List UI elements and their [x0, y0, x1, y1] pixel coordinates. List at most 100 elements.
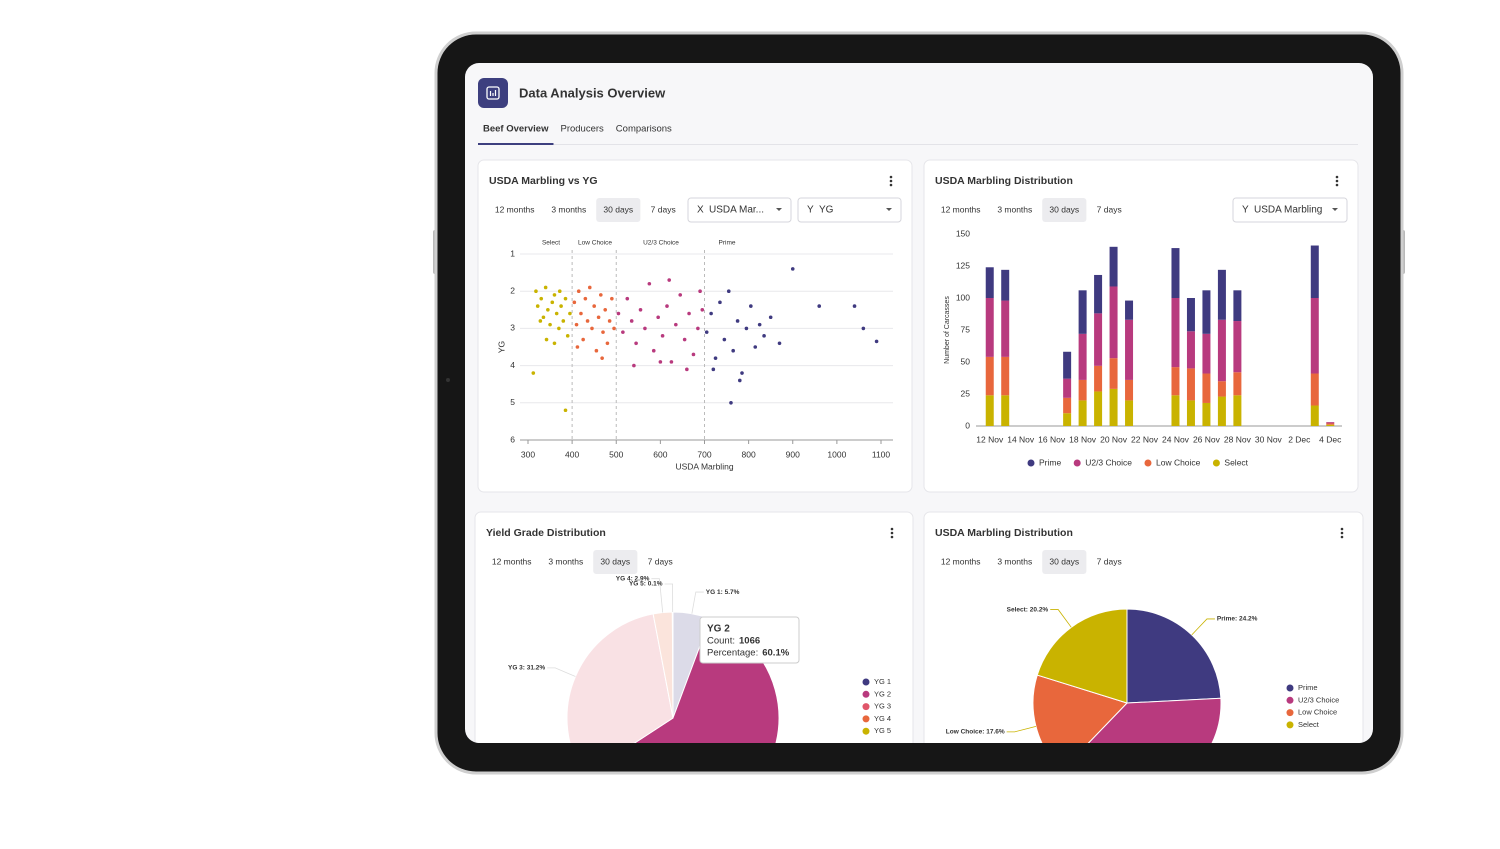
slice-label: YG 4: 2.9%: [616, 575, 650, 582]
menu-dot[interactable]: [1335, 175, 1339, 179]
scatter-point: [674, 322, 678, 327]
scatter-point: [691, 352, 696, 357]
dropdown-caret: [776, 208, 782, 211]
range-button-bg[interactable]: [596, 198, 641, 222]
label-leader: [651, 578, 664, 613]
bar-segment: [1202, 333, 1211, 374]
range-button[interactable]: 7 days: [651, 204, 676, 214]
scatter-point: [638, 308, 643, 312]
scatter-point: [543, 285, 548, 290]
scatter-point: [768, 315, 773, 320]
scatter-point: [596, 315, 601, 320]
scatter-point: [625, 296, 630, 301]
dropdown[interactable]: [797, 197, 902, 223]
scatter-point: [713, 356, 718, 360]
tab[interactable]: Comparisons: [616, 124, 672, 135]
range-button[interactable]: 12 months: [941, 556, 981, 566]
menu-dot[interactable]: [1340, 531, 1344, 535]
x-tick-label: 600: [653, 449, 667, 459]
legend-label: Select: [1224, 457, 1248, 467]
x-tick-label: 800: [742, 449, 756, 459]
legend-swatch: [862, 690, 870, 698]
legend-swatch: [1027, 459, 1035, 467]
menu-dot[interactable]: [889, 175, 893, 179]
scatter-point: [546, 308, 550, 312]
scatter-point: [753, 345, 758, 349]
range-button[interactable]: 12 months: [495, 204, 535, 214]
x-tick-label: 18 Nov: [1069, 434, 1097, 444]
tab[interactable]: Beef Overview: [483, 124, 549, 135]
range-button[interactable]: 30 days: [1049, 204, 1079, 214]
range-button[interactable]: 3 months: [997, 204, 1032, 214]
x-tick-label: 24 Nov: [1162, 434, 1190, 444]
y-tick-label: 150: [956, 228, 970, 238]
scatter-point: [599, 293, 603, 297]
range-button[interactable]: 3 months: [551, 204, 586, 214]
scatter-point: [629, 319, 634, 323]
bar-segment: [1094, 391, 1103, 426]
bar-segment: [1217, 319, 1226, 382]
x-tick-label: 28 Nov: [1224, 434, 1252, 444]
x-axis-label: USDA Marbling: [675, 461, 733, 471]
card-title: USDA Marbling Distribution: [935, 527, 1073, 539]
range-button[interactable]: 12 months: [492, 556, 532, 566]
range-button[interactable]: 30 days: [1049, 556, 1079, 566]
label-leader: [1191, 618, 1215, 636]
range-button[interactable]: 3 months: [548, 556, 583, 566]
scatter-point: [587, 285, 592, 290]
scatter-point: [817, 304, 822, 308]
menu-dot[interactable]: [890, 535, 894, 539]
bar-segment: [1001, 395, 1010, 426]
range-button[interactable]: 3 months: [997, 556, 1032, 566]
dropdown[interactable]: [1232, 197, 1348, 223]
bar-segment: [1233, 395, 1242, 426]
scatter-point: [790, 267, 795, 271]
legend-label: Prime: [1039, 457, 1061, 467]
scatter-point: [643, 326, 647, 331]
scatter-point: [665, 304, 669, 308]
range-button[interactable]: 7 days: [648, 556, 673, 566]
y-axis-label: YG: [496, 341, 506, 353]
zone-label: U2/3 Choice: [643, 240, 679, 247]
menu-dot[interactable]: [1335, 183, 1339, 187]
menu-dot[interactable]: [1335, 179, 1339, 183]
range-button[interactable]: 30 days: [600, 556, 630, 566]
range-button-bg[interactable]: [1042, 198, 1087, 222]
scatter-point: [678, 293, 683, 297]
scatter-point: [550, 300, 555, 305]
range-button[interactable]: 7 days: [1097, 556, 1122, 566]
scatter-point: [731, 348, 735, 353]
bar-segment: [1326, 422, 1335, 424]
legend-label: Low Choice: [1156, 457, 1201, 467]
pie-slice: [1036, 608, 1128, 704]
tab[interactable]: Producers: [560, 124, 604, 135]
range-button[interactable]: 12 months: [941, 204, 981, 214]
scatter-point: [726, 289, 731, 294]
range-button-bg[interactable]: [1042, 550, 1087, 574]
range-button[interactable]: 30 days: [603, 204, 633, 214]
x-tick-label: 1100: [872, 449, 891, 459]
range-button-bg[interactable]: [593, 550, 638, 574]
legend-label: Select: [1298, 720, 1320, 729]
scatter-point: [572, 300, 577, 305]
x-tick-label: 500: [609, 449, 623, 459]
dropdown[interactable]: [687, 197, 792, 223]
menu-dot[interactable]: [1340, 527, 1344, 531]
scatter-point: [704, 330, 709, 334]
scatter-point: [632, 363, 636, 368]
range-button[interactable]: 7 days: [1097, 204, 1122, 214]
menu-dot[interactable]: [890, 527, 894, 531]
y-tick-label: 50: [961, 356, 971, 366]
slice-label: Select: 20.2%: [1007, 606, 1049, 613]
bar-segment: [1001, 300, 1010, 357]
scatter-point: [590, 326, 594, 331]
menu-dot[interactable]: [889, 183, 893, 187]
menu-dot[interactable]: [889, 179, 893, 183]
menu-dot[interactable]: [890, 531, 894, 535]
scatter-point: [687, 311, 691, 316]
menu-dot[interactable]: [1340, 535, 1344, 539]
scatter-point: [592, 304, 596, 308]
bar-segment: [1063, 351, 1072, 379]
scatter-point: [554, 311, 559, 316]
legend-label: YG 4: [874, 714, 891, 723]
